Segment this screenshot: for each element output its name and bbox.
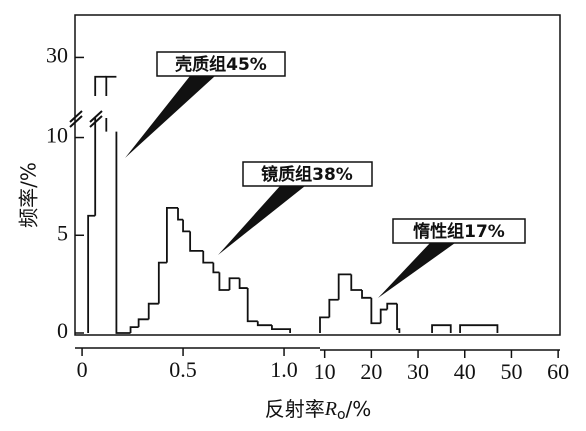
annotation: 惰性组17% (378, 218, 526, 298)
histogram-bin (228, 277, 240, 290)
plot-frame (74, 14, 561, 336)
histogram-bin (350, 274, 363, 291)
histogram-bin (370, 297, 381, 325)
x-label-var: R (324, 398, 337, 420)
histogram-bin (105, 75, 117, 132)
y-axis-label: 频率/% (17, 162, 41, 228)
histogram-bin (212, 262, 220, 274)
histogram-bin (137, 318, 149, 328)
annotation-text: 壳质组45% (174, 54, 267, 75)
histogram-bin (256, 321, 272, 327)
histogram-bin (129, 326, 139, 333)
y-tick-label: 5 (57, 220, 68, 245)
x-tick-label: 40 (454, 359, 476, 384)
histogram-bin (328, 298, 339, 318)
x-label-unit: /% (346, 397, 372, 421)
histogram-bin (157, 261, 167, 304)
histogram-bin (431, 324, 452, 333)
x-tick-label: 20 (360, 359, 382, 384)
x-tick-label: 60 (547, 359, 569, 384)
x-tick-label: 10 (314, 359, 336, 384)
histogram-bin (459, 324, 499, 333)
histogram-bin (379, 308, 388, 324)
annotation-text: 镜质组38% (261, 164, 353, 185)
histogram-bin (87, 214, 96, 333)
histogram-bin (202, 250, 214, 264)
x-label-sub: o (337, 407, 346, 423)
histogram-bin (94, 75, 107, 216)
x-tick-label: 50 (500, 359, 522, 384)
histogram-bin (246, 288, 258, 323)
y-tick-label: 10 (46, 123, 68, 148)
histogram-bin (319, 316, 330, 333)
histogram-bin (166, 207, 179, 263)
histogram-bin (337, 273, 352, 300)
x-tick-label: 0 (77, 357, 88, 382)
x-tick-label: 1.0 (270, 357, 298, 382)
x-axis-label: 反射率Ro/% (265, 397, 372, 424)
histogram-bin (182, 219, 191, 233)
y-tick-label: 0 (57, 318, 68, 343)
histogram-bin (115, 131, 131, 334)
histogram-bin (189, 231, 204, 252)
histogram-bin (396, 303, 401, 333)
x-tick-label: 30 (407, 359, 429, 384)
annotation: 镜质组38% (218, 161, 373, 255)
histogram-bin (361, 290, 372, 299)
x-label-text: 反射率 (265, 397, 325, 421)
histogram-bin (218, 272, 230, 291)
histogram-bin (238, 278, 248, 289)
histogram-bin (177, 207, 184, 221)
y-tick-label: 30 (46, 42, 68, 67)
histogram-bin (147, 302, 159, 320)
x-tick-label: 0.5 (169, 357, 197, 382)
annotation-text: 惰性组17% (413, 221, 505, 242)
histogram-bin (271, 325, 292, 333)
histogram-bin (386, 302, 398, 310)
annotation: 壳质组45% (125, 51, 286, 158)
